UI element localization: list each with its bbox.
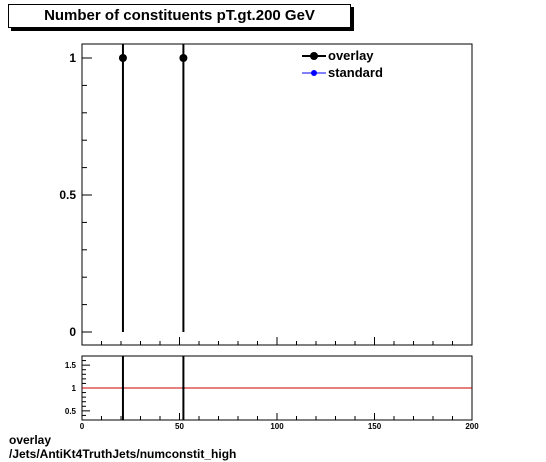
y-tick-label: 0 <box>69 325 76 339</box>
y-tick-label: 1 <box>69 51 76 65</box>
ratio-panel: 0.5 1 1.5 0 50 100 150 200 <box>65 355 479 431</box>
legend-label-standard: standard <box>328 65 383 80</box>
ratio-y-tick-label: 0.5 <box>65 407 77 416</box>
ratio-x-tick-label: 200 <box>465 422 479 431</box>
main-plot-frame <box>81 43 473 346</box>
overlay-point <box>179 54 188 62</box>
footer-path: /Jets/AntiKt4TruthJets/numconstit_high <box>9 447 237 461</box>
main-panel: 00.51 <box>59 43 473 346</box>
ratio-x-tick-label: 0 <box>80 422 85 431</box>
ratio-point <box>182 386 185 390</box>
footer-label: overlay <box>9 433 52 447</box>
ratio-x-tick-label: 100 <box>270 422 284 431</box>
overlay-point <box>118 54 127 62</box>
ratio-x-tick-label: 50 <box>175 422 184 431</box>
ratio-point <box>121 386 125 390</box>
ratio-y-tick-label: 1.5 <box>65 361 77 370</box>
ratio-y-tick-label: 1 <box>72 384 77 393</box>
title-box: Number of constituents pT.gt.200 GeV <box>8 4 351 28</box>
y-tick-label: 0.5 <box>59 188 76 202</box>
legend-marker-overlay <box>310 52 318 60</box>
legend-marker-standard <box>311 70 317 76</box>
legend: overlay standard <box>302 48 383 80</box>
chart-title: Number of constituents pT.gt.200 GeV <box>44 7 315 24</box>
ratio-x-tick-label: 150 <box>368 422 382 431</box>
legend-label-overlay: overlay <box>328 48 374 63</box>
